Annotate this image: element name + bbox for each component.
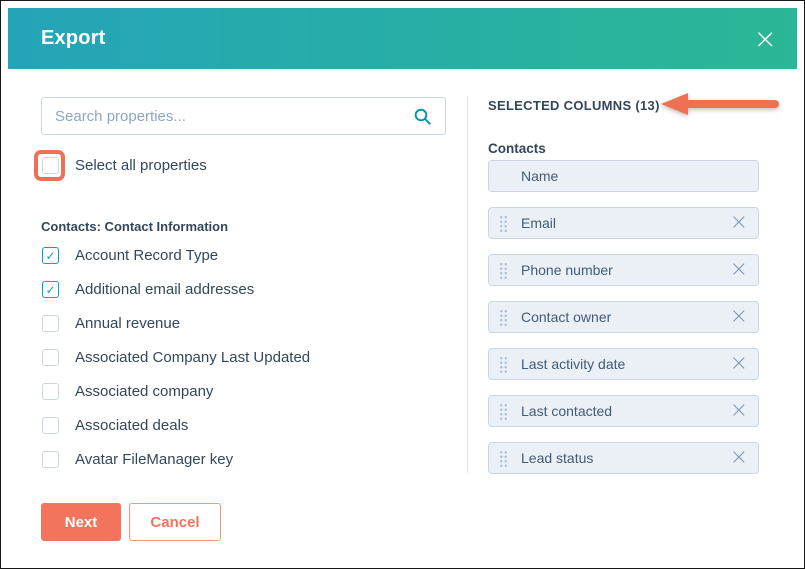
property-checkbox[interactable]: ✓ [42,281,59,298]
annotation-arrow [661,93,779,115]
property-label: Associated company [75,383,214,400]
select-all-checkbox[interactable] [42,157,59,174]
selected-columns-list: Name Email × Phone number × Contact owner × Las… [488,160,759,489]
property-row[interactable]: Associated Company Last Updated [42,348,442,367]
property-list: ✓ Account Record Type ✓ Additional email ad… [42,246,442,484]
remove-column-icon[interactable]: × [729,304,748,329]
remove-column-icon[interactable]: × [729,398,748,423]
property-label: Account Record Type [75,247,219,264]
column-label: Phone number [521,262,613,278]
selected-column-item[interactable]: Last activity date × [488,348,759,380]
selected-columns-heading: SELECTED COLUMNS (13) [488,98,660,113]
selected-column-item[interactable]: Email × [488,207,759,239]
next-button[interactable]: Next [41,503,121,541]
property-checkbox[interactable] [42,451,59,468]
property-section-heading: Contacts: Contact Information [41,219,229,234]
drag-handle-icon[interactable] [499,262,508,280]
modal-title: Export [41,27,106,49]
remove-column-icon[interactable]: × [729,351,748,376]
selected-column-item[interactable]: Last contacted × [488,395,759,427]
selected-column-item[interactable]: Name [488,160,759,192]
property-label: Avatar FileManager key [75,451,234,468]
selected-column-item[interactable]: Contact owner × [488,301,759,333]
property-label: Additional email addresses [75,281,255,298]
modal-header: Export × [8,8,797,69]
selected-column-item[interactable]: Phone number × [488,254,759,286]
modal-footer: Next Cancel [41,503,221,541]
property-label: Annual revenue [75,315,181,332]
property-row[interactable]: Avatar FileManager key [42,450,442,469]
remove-column-icon[interactable]: × [729,210,748,235]
property-row[interactable]: ✓ Account Record Type [42,246,442,265]
selected-column-item[interactable]: Lead status × [488,442,759,474]
search-input[interactable] [42,107,413,125]
property-checkbox[interactable] [42,383,59,400]
remove-column-icon[interactable]: × [729,445,748,470]
column-label: Email [521,215,557,231]
property-row[interactable]: ✓ Additional email addresses [42,280,442,299]
close-icon[interactable]: × [753,21,777,55]
select-all-row[interactable]: Select all properties [42,157,207,174]
property-row[interactable]: Associated company [42,382,442,401]
property-label: Associated Company Last Updated [75,349,311,366]
search-field[interactable] [41,97,446,135]
column-label: Last contacted [521,403,613,419]
property-label: Associated deals [75,417,189,434]
property-checkbox[interactable] [42,349,59,366]
cancel-button[interactable]: Cancel [129,503,221,541]
property-row[interactable]: Annual revenue [42,314,442,333]
panel-divider [467,96,468,473]
property-checkbox[interactable] [42,417,59,434]
drag-handle-icon[interactable] [499,309,508,327]
drag-handle-icon[interactable] [499,215,508,233]
property-checkbox[interactable] [42,315,59,332]
selected-columns-group-label: Contacts [488,141,546,156]
drag-handle-icon[interactable] [499,356,508,374]
search-icon[interactable] [413,107,445,126]
column-label: Name [521,168,559,184]
drag-handle-icon[interactable] [499,403,508,421]
select-all-label: Select all properties [75,157,207,174]
property-row[interactable]: Associated deals [42,416,442,435]
column-label: Contact owner [521,309,612,325]
property-checkbox[interactable]: ✓ [42,247,59,264]
column-label: Last activity date [521,356,626,372]
column-label: Lead status [521,450,594,466]
drag-handle-icon[interactable] [499,450,508,468]
remove-column-icon[interactable]: × [729,257,748,282]
